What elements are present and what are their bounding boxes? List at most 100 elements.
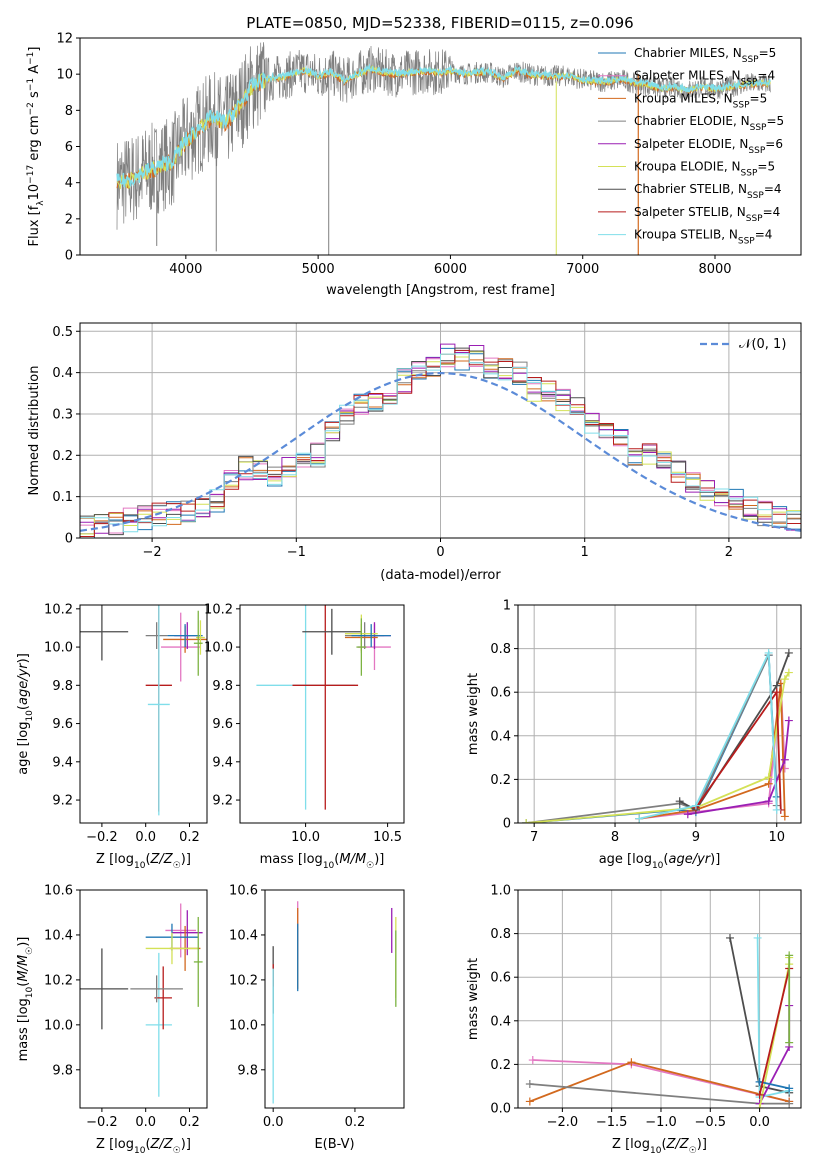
x-tick-label: 8000 xyxy=(698,262,731,277)
y-tick-label: 1 xyxy=(503,599,511,614)
axes-frame xyxy=(264,889,405,1109)
y-tick-label: 9.4 xyxy=(212,755,233,770)
weight-point-kroupa_miles xyxy=(627,1058,636,1067)
panel-mass_vs_Z: −0.2 0.0 0.2 9.8 10.0 10.2 10.4 10.6 Z [log10(Z/… xyxy=(16,884,208,1156)
legend-label-chabrier_miles: Chabrier MILES, NSSP=5 xyxy=(634,46,776,65)
axes-frame xyxy=(79,322,802,539)
x-tick-label: 10 xyxy=(768,830,785,845)
x-tick-label: −0.2 xyxy=(86,830,118,845)
y-tick-label: 6 xyxy=(65,140,73,155)
x-tick-label: 0.0 xyxy=(263,1115,284,1130)
errorbars xyxy=(256,605,391,810)
x-tick-label: 0 xyxy=(436,545,444,560)
panel-mass_vs_EBV: 0.0 0.2 9.8 10.0 10.2 10.4 10.6 E(B-V) xyxy=(229,884,405,1152)
weight-point-chabrier_stelib xyxy=(675,797,684,806)
y-tick-label: 9.6 xyxy=(212,717,233,732)
weight-point-salpeter_miles xyxy=(528,1056,537,1065)
y-tick-label: 9.8 xyxy=(52,679,73,694)
axes-frame xyxy=(517,889,802,1109)
legend-label-chabrier_stelib: Chabrier STELIB, NSSP=4 xyxy=(634,182,782,201)
weight-line-salpeter_stelib xyxy=(695,689,782,810)
x-tick-label: 10.5 xyxy=(373,830,402,845)
weight-point-salpeter_stelib xyxy=(755,1090,764,1099)
y-tick-label: 12 xyxy=(56,32,73,47)
y-tick-label: 10.4 xyxy=(44,928,73,943)
y-tick-label: 2 xyxy=(65,212,73,227)
weight-point-chabrier_stelib xyxy=(784,648,793,657)
y-tick-label: 10.6 xyxy=(44,884,73,899)
weight-point-kroupa_elodie xyxy=(522,819,531,823)
weight-point-kroupa_elodie xyxy=(780,675,789,684)
y-tick-label: 0.8 xyxy=(490,927,511,942)
y-axis-label: Flux [fλ10−17 erg cm−2 s−1 A−1] xyxy=(26,47,46,247)
y-tick-label: 10.0 xyxy=(229,1018,258,1033)
weight-line-salpeter_miles xyxy=(639,683,786,820)
x-tick-label: 1 xyxy=(581,545,589,560)
x-tick-label: 6000 xyxy=(434,262,467,277)
errorbars xyxy=(80,903,203,1097)
weight-point-salpeter_elodie xyxy=(764,797,773,806)
y-tick-label: 10.0 xyxy=(44,641,73,656)
weight-point-extra_green xyxy=(785,1038,794,1047)
y-tick-label: 0.6 xyxy=(490,971,511,986)
panel-massweight_vs_age: 7 8 9 10 0 0.2 0.4 0.6 0.8 1 age [log10(age/yr)] ma… xyxy=(466,599,802,871)
weight-line-chabrier_elodie xyxy=(529,1083,790,1105)
legend-normal-label: 𝒩(0, 1) xyxy=(739,337,786,352)
x-axis-label: mass [log10(M/M☉)] xyxy=(260,852,385,871)
panel-residuals: −2 −1 0 1 2 0 0.1 0.2 0.3 0.4 0.5 𝒩(0, 1) (data-mode… xyxy=(27,322,802,583)
weight-line-salpeter_elodie xyxy=(687,720,790,816)
errorbars xyxy=(272,901,397,1104)
y-tick-label: 1.0 xyxy=(490,884,511,899)
y-tick-label: 0.4 xyxy=(52,366,73,381)
legend-label-chabrier_elodie: Chabrier ELODIE, NSSP=5 xyxy=(634,114,784,133)
y-tick-label: 9.4 xyxy=(52,755,73,770)
spectrum-model-kroupa_stelib xyxy=(116,63,771,188)
weight-lines xyxy=(525,933,794,1108)
x-tick-label: 0.2 xyxy=(179,1115,200,1130)
y-tick-label: 10.4 xyxy=(229,928,258,943)
weight-point-extra_green xyxy=(785,951,794,960)
legend-label-kroupa_miles: Kroupa MILES, NSSP=5 xyxy=(634,91,767,110)
y-tick-label: 0 xyxy=(65,532,73,547)
x-tick-label: 0.0 xyxy=(135,1115,156,1130)
spectrum-lines xyxy=(116,42,771,255)
weight-point-salpeter_elodie xyxy=(784,716,793,725)
legend-label-kroupa_elodie: Kroupa ELODIE, NSSP=5 xyxy=(634,160,775,179)
y-tick-label: 0 xyxy=(65,249,73,264)
x-tick-label: −2.0 xyxy=(547,1115,579,1130)
y-tick-label: 0.2 xyxy=(490,773,511,788)
y-tick-label: 0.1 xyxy=(52,490,73,505)
y-tick-label: 9.8 xyxy=(237,1063,258,1078)
x-axis-label: Z [log10(Z/Z☉)] xyxy=(96,1137,191,1156)
y-tick-label: 10.2 xyxy=(229,973,258,988)
y-tick-label: 10.2 xyxy=(44,602,73,617)
y-axis-label: mass weight xyxy=(466,958,481,1040)
y-tick-label: 9.8 xyxy=(212,679,233,694)
y-tick-label: 9.6 xyxy=(52,717,73,732)
y-axis-label: mass [log10(M/M☉)] xyxy=(16,937,35,1062)
axes-frame xyxy=(517,604,802,824)
y-tick-label: 10 xyxy=(56,68,73,83)
errorbars xyxy=(80,605,207,816)
x-tick-label: 7 xyxy=(530,830,538,845)
normal-curve xyxy=(80,371,801,532)
x-axis-label: (data-model)/error xyxy=(380,568,501,583)
y-axis-label: Normed distribution xyxy=(27,366,42,496)
weight-point-kroupa_stelib xyxy=(753,933,762,942)
y-tick-label: 0.0 xyxy=(490,1102,511,1117)
weight-line-kroupa_stelib xyxy=(756,937,790,1099)
y-tick-label: 10.0 xyxy=(44,1018,73,1033)
x-tick-label: −1 xyxy=(287,545,306,560)
histogram-steps xyxy=(80,343,801,538)
weight-point-kroupa_stelib xyxy=(764,648,773,657)
x-tick-label: 0.2 xyxy=(179,830,200,845)
weight-point-chabrier_miles xyxy=(785,1084,794,1093)
x-tick-label: 10.0 xyxy=(291,830,320,845)
y-tick-label: 10.0 xyxy=(204,641,233,656)
x-tick-label: 4000 xyxy=(169,262,202,277)
y-tick-label: 8 xyxy=(65,104,73,119)
x-tick-label: −1.0 xyxy=(645,1115,677,1130)
weight-lines xyxy=(522,648,793,823)
x-tick-label: 7000 xyxy=(566,262,599,277)
